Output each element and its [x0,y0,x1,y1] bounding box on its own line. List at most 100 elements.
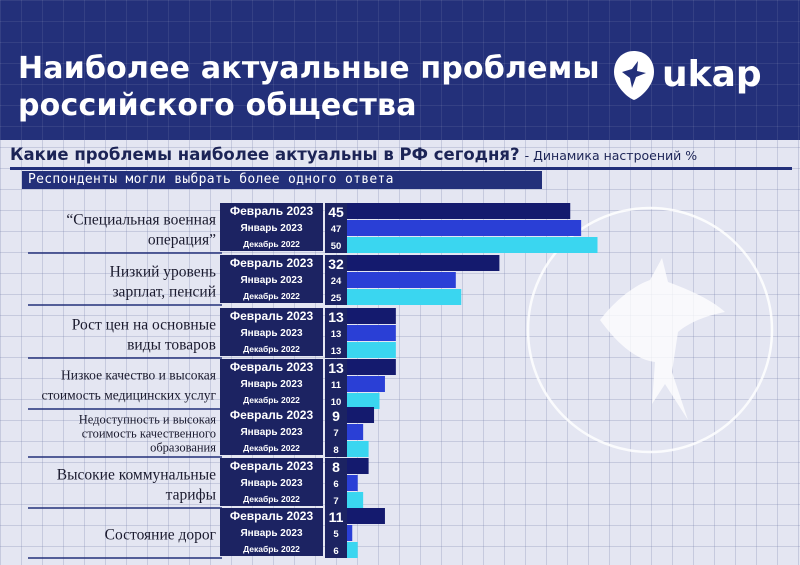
bar [325,255,500,271]
data-label: 8 [332,459,340,475]
dove-logo-icon [614,51,654,100]
chart-question: Какие проблемы наиболее актуальны в РФ с… [10,145,520,164]
series-label: Февраль 2023 [230,459,314,473]
category-label: Низкое качество и высокая [61,368,216,383]
bar [325,220,582,236]
bar [325,203,571,219]
category-label: Недоступность и высокая [79,412,217,426]
value-cell [325,525,347,541]
page-title: Наиболее актуальные проблемы российского… [18,50,618,124]
value-cell [325,407,347,423]
value-cell [325,289,347,305]
data-label: 13 [328,309,344,325]
respondents-note: Респонденты могли выбрать более одного о… [22,171,542,189]
data-label: 13 [331,346,342,357]
chart-row: Низкий уровень зарплат, пенсий Февраль 202… [28,255,500,306]
series-label-box [220,255,323,303]
value-cell [325,255,347,271]
series-label: Февраль 2023 [230,408,314,422]
value-cell [325,325,347,341]
series-label: Декабрь 2022 [243,239,300,249]
value-cell [325,475,347,491]
series-label: Январь 2023 [240,328,303,339]
series-label: Январь 2023 [240,223,303,234]
value-cell [325,424,347,440]
subtitle-divider [10,167,792,170]
ukap-logo: ukap [610,48,790,104]
chart-subtitle: Какие проблемы наиболее актуальны в РФ с… [10,144,790,166]
series-label-box [220,203,323,251]
series-label: Февраль 2023 [230,509,314,523]
chart-row: “Специальная военная операция” Февраль 202… [28,203,598,254]
series-label-box [220,359,323,407]
value-cell [325,542,347,558]
data-label: 24 [331,276,342,287]
category-label: виды товаров [127,336,216,353]
value-cell [325,508,347,524]
data-label: 7 [333,496,338,507]
data-label: 13 [331,329,342,340]
series-label: Январь 2023 [240,528,303,539]
category-label: операция” [148,231,216,248]
data-label: 6 [333,546,338,557]
data-label: 13 [328,360,344,376]
chart-row: Состояние дорог Февраль 2023 Январь 2023 Де… [28,508,385,559]
data-label: 5 [333,529,339,540]
series-label: Январь 2023 [240,427,303,438]
series-label: Февраль 2023 [230,256,314,270]
data-label: 45 [328,204,344,220]
series-label: Январь 2023 [240,478,303,489]
category-label: “Специальная военная [66,211,216,228]
category-label: стоимость качественного [82,426,216,440]
value-cell [325,308,347,324]
chart-plot-area: “Специальная военная операция” Февраль 202… [28,203,598,559]
value-cell [325,342,347,358]
series-label-box [220,458,323,506]
category-label: стоимость медицинских услуг [41,388,216,403]
bar [325,237,598,253]
value-cell [325,203,347,219]
series-label: Декабрь 2022 [243,544,300,554]
value-cell [325,237,347,253]
value-cell [325,272,347,288]
chart-row: Низкое качество и высокая стоимость медиц… [28,359,396,410]
data-label: 8 [333,445,338,456]
series-label: Декабрь 2022 [243,344,300,354]
title-line-2: российского общества [18,88,417,123]
dove-watermark-icon [526,206,774,454]
category-label: тарифы [166,486,217,503]
category-label: образования [150,440,216,454]
data-label: 7 [333,428,338,439]
data-label: 11 [331,380,342,391]
series-label: Декабрь 2022 [243,443,300,453]
data-label: 6 [333,479,338,490]
value-cell [325,376,347,392]
series-label-box [220,308,323,356]
value-cell [325,393,347,409]
series-label: Декабрь 2022 [243,494,300,504]
series-label: Декабрь 2022 [243,291,300,301]
series-label: Февраль 2023 [230,360,314,374]
data-label: 32 [328,256,344,272]
bar [325,289,462,305]
value-cell [325,492,347,508]
data-label: 11 [329,509,344,525]
chart-note: - Динамика настроений % [524,148,698,163]
chart-row: Рост цен на основные виды товаров Февраль … [28,308,396,359]
series-label: Январь 2023 [240,275,303,286]
series-label: Февраль 2023 [230,204,314,218]
header-banner [0,0,800,140]
bar [325,272,456,288]
chart-row: Высокие коммунальные тарифы Февраль 2023 Ян… [28,458,369,509]
data-label: 50 [331,241,342,252]
title-line-1: Наиболее актуальные проблемы [18,51,600,86]
data-label: 9 [332,408,340,424]
series-label: Февраль 2023 [230,309,314,323]
data-label: 25 [331,293,342,304]
logo-text: ukap [662,54,762,95]
value-cell [325,359,347,375]
series-label: Январь 2023 [240,379,303,390]
data-label: 47 [331,224,342,235]
